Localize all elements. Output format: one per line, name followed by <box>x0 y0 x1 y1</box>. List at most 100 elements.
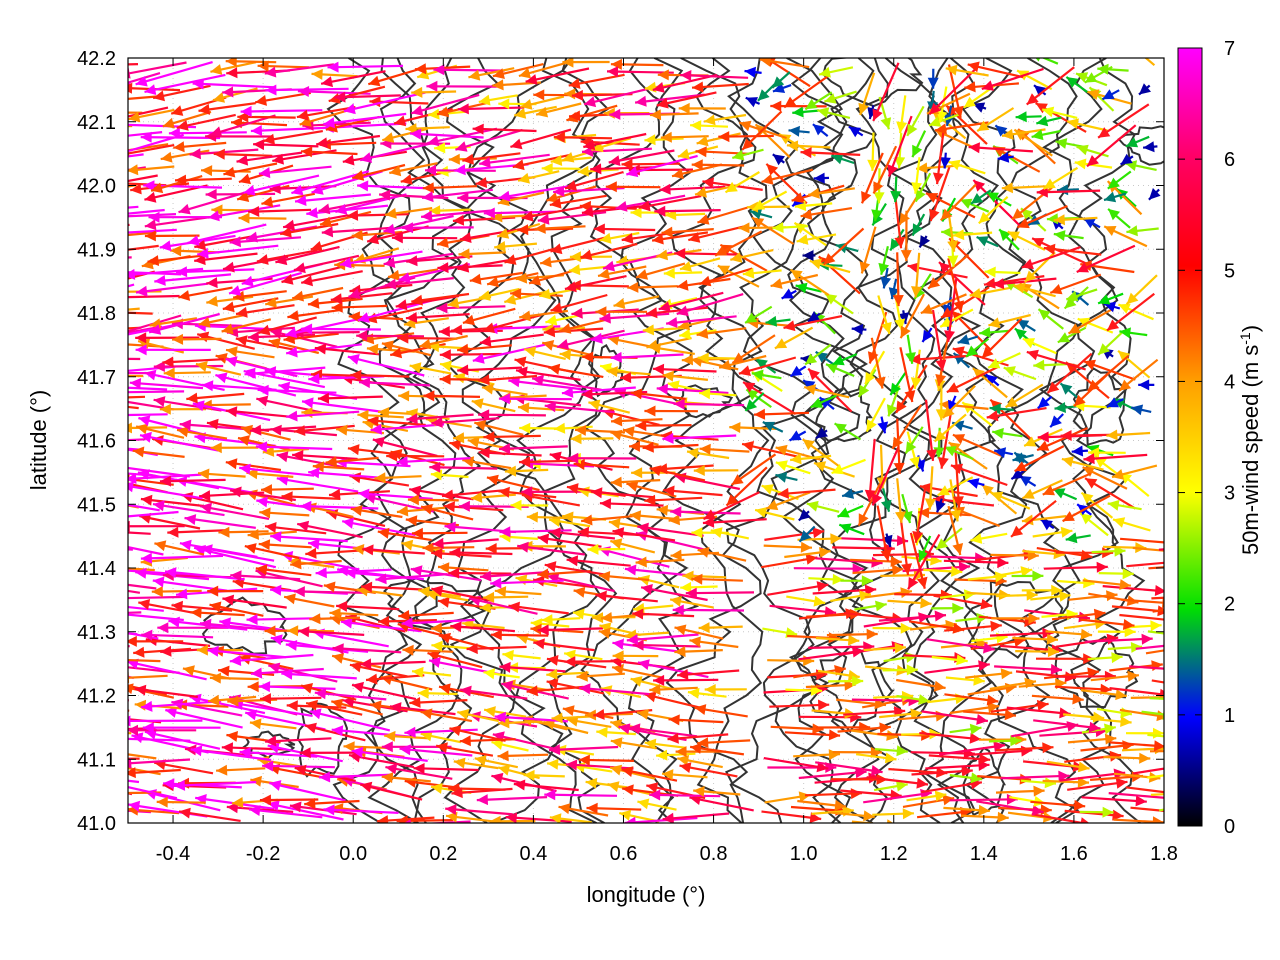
wind-vector <box>128 675 135 679</box>
wind-vector-shaft <box>498 397 572 401</box>
wind-vector-head <box>582 351 594 363</box>
wind-vector-head <box>484 706 496 717</box>
wind-vector-head <box>681 354 693 366</box>
wind-vector <box>225 406 292 418</box>
wind-vector <box>479 333 544 347</box>
wind-vector <box>789 365 807 378</box>
wind-vector <box>490 577 564 589</box>
wind-vector-head <box>812 527 825 539</box>
wind-vector-head <box>255 564 268 576</box>
wind-vector-head <box>755 358 768 370</box>
wind-vector <box>610 476 661 488</box>
wind-vector <box>656 383 729 395</box>
wind-vector <box>215 372 297 397</box>
wind-vector-head <box>305 547 317 559</box>
wind-vector <box>899 517 913 576</box>
wind-vector-head <box>1046 633 1058 645</box>
wind-vector-head <box>693 786 705 797</box>
wind-vector <box>332 643 402 655</box>
wind-vector <box>579 683 650 696</box>
wind-vector <box>156 796 206 808</box>
wind-vector <box>265 735 332 747</box>
wind-vector <box>918 507 971 519</box>
wind-vector-head <box>1016 319 1030 331</box>
wind-vector-head <box>828 729 841 741</box>
wind-vector-head <box>834 423 847 434</box>
wind-vector <box>610 737 657 750</box>
wind-vector-head <box>342 517 354 529</box>
wind-vector <box>994 663 1063 675</box>
wind-vector-head <box>662 769 674 781</box>
wind-vector-shaft <box>544 404 615 414</box>
wind-vector <box>810 394 838 409</box>
wind-vector-shaft <box>1145 649 1164 655</box>
wind-vector-head <box>986 694 999 706</box>
wind-vector-head <box>1072 693 1084 705</box>
wind-vector <box>521 486 589 498</box>
wind-vector-head <box>570 433 582 445</box>
wind-vector-head <box>289 801 302 813</box>
wind-vector <box>1042 472 1092 496</box>
wind-vector-head <box>381 340 394 352</box>
wind-vector <box>128 223 130 227</box>
wind-vector <box>1062 494 1111 523</box>
wind-vector <box>963 709 1017 721</box>
wind-vector-head <box>128 422 132 434</box>
wind-vector-shaft <box>628 726 698 738</box>
wind-vector <box>1149 750 1164 753</box>
wind-vector-head <box>1114 545 1126 557</box>
wind-vector <box>995 742 1054 754</box>
wind-vector-shaft <box>281 672 357 680</box>
wind-vector-shaft <box>226 326 295 334</box>
wind-vector-shaft <box>1000 774 1070 780</box>
wind-vector-head <box>573 586 586 598</box>
wind-vector-shaft <box>215 374 297 397</box>
wind-vector <box>139 431 219 452</box>
wind-vector <box>874 745 908 757</box>
wind-vector <box>725 466 768 507</box>
wind-vector-head <box>418 586 430 598</box>
wind-vector-head <box>610 737 623 748</box>
wind-vector <box>140 552 224 564</box>
wind-vector-shaft <box>406 413 474 421</box>
wind-vector-head <box>646 307 658 319</box>
wind-vector <box>558 803 609 817</box>
wind-vector <box>513 779 579 792</box>
wind-vector-head <box>852 563 864 575</box>
wind-vector <box>157 622 229 634</box>
wind-vector-head <box>317 392 330 404</box>
wind-vector <box>317 392 383 404</box>
wind-vector-head <box>590 487 603 499</box>
wind-vector-head <box>896 745 908 757</box>
wind-vector <box>918 535 932 563</box>
wind-vector <box>171 600 233 612</box>
wind-vector-head <box>702 516 715 528</box>
wind-vector-head <box>1080 513 1093 525</box>
wind-vector-head <box>356 330 368 342</box>
wind-vector-head <box>138 338 151 350</box>
wind-vector-shaft <box>128 674 168 679</box>
wind-vector-shaft <box>1125 786 1164 794</box>
wind-vector <box>431 585 494 603</box>
wind-vector-shaft <box>926 638 995 651</box>
wind-vector-head <box>1062 511 1075 522</box>
wind-vector-head <box>236 306 248 318</box>
wind-vector-head <box>494 711 506 723</box>
wind-vector-head <box>818 699 830 711</box>
wind-vector <box>965 668 1013 680</box>
wind-vector-head <box>262 445 275 457</box>
wind-vector <box>989 627 1054 639</box>
wind-vector <box>812 584 877 596</box>
wind-vector <box>1021 584 1063 596</box>
wind-vector-shaft <box>851 820 880 823</box>
wind-vector-head <box>537 533 550 545</box>
wind-vector <box>694 704 748 718</box>
wind-vector <box>128 715 203 727</box>
wind-vector <box>702 516 767 528</box>
wind-vector-head <box>1106 429 1118 441</box>
wind-vector <box>386 450 445 462</box>
wind-vector-shaft <box>798 770 867 780</box>
wind-vector <box>246 468 294 480</box>
wind-vector-shaft <box>598 547 670 568</box>
wind-vector-head <box>292 450 304 461</box>
